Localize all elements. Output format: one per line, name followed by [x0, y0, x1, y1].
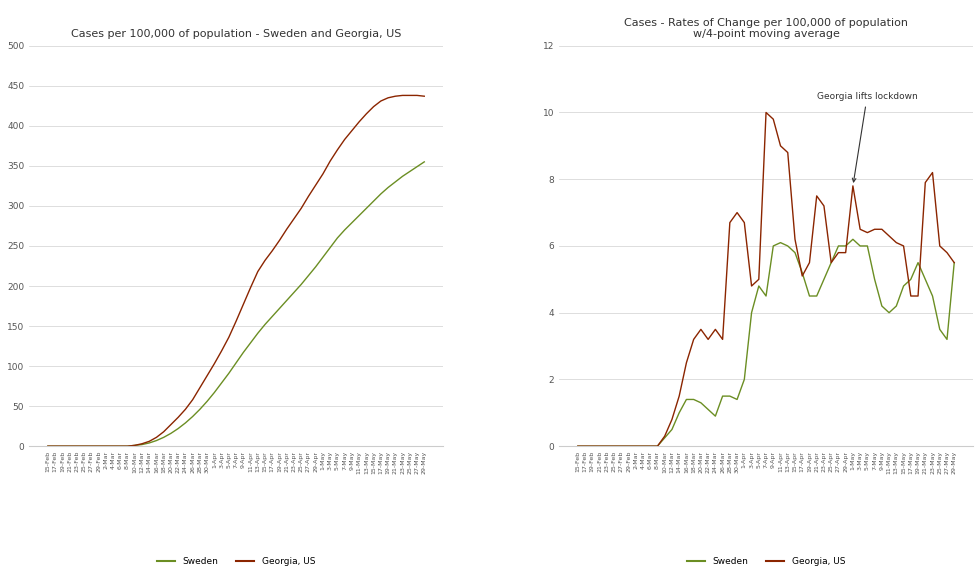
Title: Cases - Rates of Change per 100,000 of population
w/4-point moving average: Cases - Rates of Change per 100,000 of p… — [624, 18, 908, 39]
Title: Cases per 100,000 of population - Sweden and Georgia, US: Cases per 100,000 of population - Sweden… — [71, 29, 401, 39]
Legend: Sweden, Georgia, US: Sweden, Georgia, US — [683, 554, 849, 570]
Legend: Sweden, Georgia, US: Sweden, Georgia, US — [154, 554, 318, 570]
Text: Georgia lifts lockdown: Georgia lifts lockdown — [816, 93, 917, 182]
